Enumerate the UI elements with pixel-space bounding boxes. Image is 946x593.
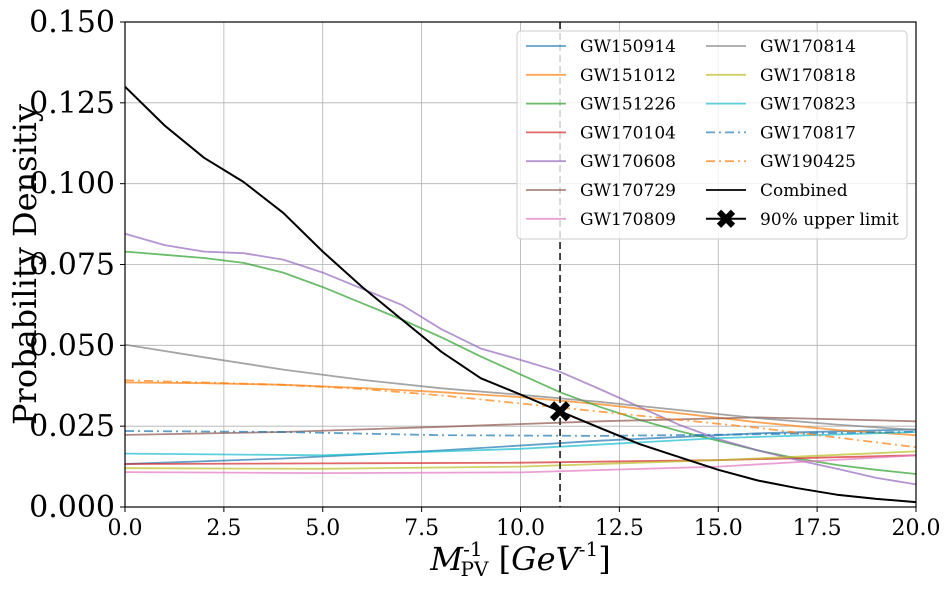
series-line-gw150914 [124, 428, 917, 465]
x-tick-label: 15.0 [694, 516, 743, 541]
legend-label: GW170817 [760, 123, 856, 143]
legend-label: GW170809 [580, 210, 676, 230]
legend-entry: GW170104 [526, 123, 676, 143]
legend-entry: GW170823 [706, 95, 856, 115]
series-line-gw170104 [124, 454, 917, 465]
legend-label: GW170104 [580, 123, 676, 143]
ticks [120, 21, 917, 512]
x-tick-label: 17.5 [793, 516, 842, 541]
series-line-gw170823 [124, 431, 917, 457]
y-axis-label: Probability Densitiy [6, 104, 44, 425]
legend-label: Combined [760, 181, 848, 201]
legend-label: GW151226 [580, 95, 676, 115]
legend-entry: GW170818 [706, 66, 856, 86]
legend-label: GW190425 [760, 152, 856, 172]
legend-entry: Combined [706, 181, 848, 201]
y-tick-label: 0.150 [29, 5, 115, 40]
series-line-gw170809 [124, 454, 917, 475]
series-line-gw151012 [124, 381, 917, 437]
y-tick-label: 0.025 [29, 409, 115, 444]
y-tick-label: 0.075 [29, 248, 115, 283]
legend-entry: GW170608 [526, 152, 676, 172]
legend: GW150914 GW151012 GW151226 GW170104 GW170608… [516, 30, 908, 240]
legend-entry: GW150914 [526, 37, 676, 57]
x-tick-label: 0.0 [108, 516, 143, 541]
legend-entry: GW151226 [526, 95, 676, 115]
legend-entry: GW170814 [706, 37, 856, 57]
series-lines [124, 85, 917, 504]
legend-box [516, 30, 908, 240]
legend-label: GW150914 [580, 37, 676, 57]
x-tick-label: 7.5 [404, 516, 439, 541]
series-line-gw170817 [124, 430, 917, 437]
x-tick-label: 5.0 [305, 516, 340, 541]
series-line-combined [124, 85, 917, 504]
x-marker-stroke [549, 401, 571, 422]
upper-limit-marker [549, 401, 571, 422]
legend-label: GW170729 [580, 181, 676, 201]
legend-label: GW170814 [760, 37, 856, 57]
legend-entry: GW170809 [526, 210, 676, 230]
x-axis-label: M-1 PV [GeV-1] [429, 537, 610, 581]
tick-labels: 0.0 2.5 5.0 7.5 10.0 12.5 15.0 17.5 20.0 0.000 0.0… [29, 5, 940, 541]
series-line-gw151226 [124, 250, 917, 475]
legend-label: GW170818 [760, 66, 856, 86]
legend-label: GW170823 [760, 95, 856, 115]
legend-entry: GW170817 [706, 123, 856, 143]
legend-entry: GW151012 [526, 66, 676, 86]
y-tick-label: 0.100 [29, 167, 115, 202]
x-tick-label: 2.5 [206, 516, 241, 541]
x-tick-label: 10.0 [496, 516, 545, 541]
legend-label: 90% upper limit [760, 210, 899, 230]
legend-entry: 90% upper limit [706, 209, 899, 230]
x-marker-stroke [716, 209, 736, 228]
legend-label: GW170608 [580, 152, 676, 172]
y-tick-label: 0.125 [29, 86, 115, 121]
y-tick-label: 0.050 [29, 328, 115, 363]
x-tick-label: 12.5 [595, 516, 644, 541]
legend-label: GW151012 [580, 66, 676, 86]
series-line-gw170729 [124, 416, 917, 436]
series-line-gw170818 [124, 450, 917, 470]
legend-entry: GW190425 [706, 152, 856, 172]
y-tick-label: 0.000 [29, 490, 115, 525]
legend-entry: GW170729 [526, 181, 676, 201]
x-tick-label: 20.0 [892, 516, 941, 541]
